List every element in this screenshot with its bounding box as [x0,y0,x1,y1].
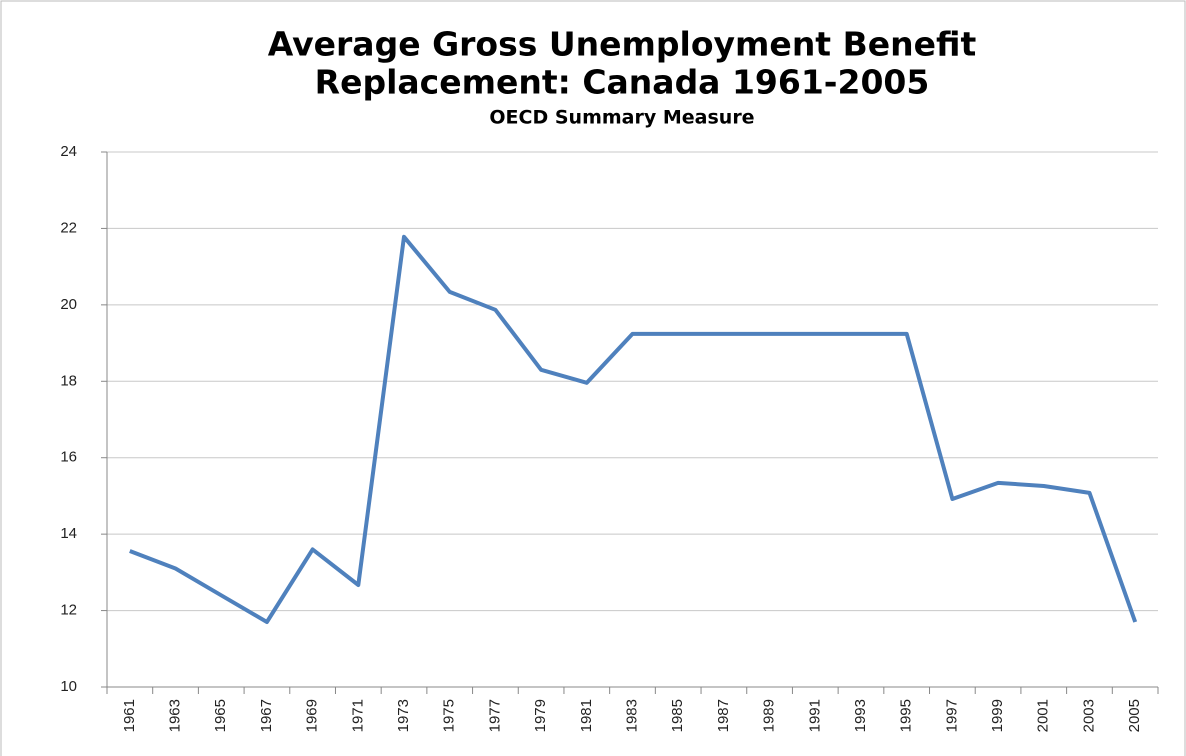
x-tick-label: 2003 [1080,699,1097,732]
y-tick-label: 22 [60,219,77,236]
x-tick-label: 1971 [349,699,366,732]
x-tick-label: 1997 [943,699,960,732]
x-tick-label: 1973 [395,699,412,732]
y-tick-label: 16 [60,449,77,466]
x-tick-label: 2001 [1035,699,1052,732]
x-tick-label: 1977 [486,699,503,732]
x-tick-label: 1969 [304,699,321,732]
y-tick-label: 10 [60,678,77,695]
y-tick-label: 12 [60,602,77,619]
x-tick-label: 1995 [898,699,915,732]
x-tick-label: 1975 [441,699,458,732]
x-tick-label: 1985 [669,699,686,732]
chart-subtitle: OECD Summary Measure [489,107,754,129]
x-tick-label: 1961 [121,699,138,732]
x-tick-label: 1965 [212,699,229,732]
x-tick-label: 1999 [989,699,1006,732]
x-tick-label: 1991 [806,699,823,732]
x-tick-label: 1983 [623,699,640,732]
x-tick-label: 1963 [167,699,184,732]
y-tick-label: 24 [60,143,77,160]
y-tick-label: 18 [60,372,77,389]
x-tick-label: 1981 [578,699,595,732]
x-tick-label: 1979 [532,699,549,732]
data-line [129,234,1138,624]
chart-title: Average Gross Unemployment Benefit [268,25,977,64]
y-tick-label: 20 [60,296,77,313]
x-tick-label: 1989 [761,699,778,732]
y-tick-label: 14 [60,525,77,542]
x-tick-label: 1987 [715,699,732,732]
x-tick-label: 2005 [1126,699,1143,732]
x-tick-label: 1993 [852,699,869,732]
chart-title: Replacement: Canada 1961-2005 [315,63,930,102]
x-tick-label: 1967 [258,699,275,732]
